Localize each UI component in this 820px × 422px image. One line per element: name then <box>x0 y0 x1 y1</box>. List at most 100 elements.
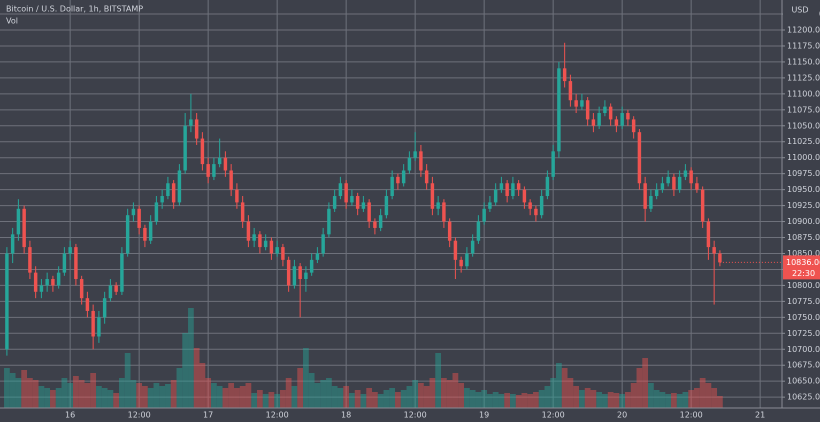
volume-bar <box>147 388 154 408</box>
y-tick-label: 11025.00 <box>787 137 820 146</box>
currency-bg <box>783 2 819 18</box>
candle-body <box>131 208 136 216</box>
volume-bar <box>170 380 177 408</box>
candle-body <box>689 170 693 184</box>
volume-bar <box>15 378 22 408</box>
candle-body <box>304 272 308 280</box>
volume-bar <box>337 388 344 408</box>
y-tick-label: 10975.00 <box>787 169 820 178</box>
candle-body <box>447 221 452 241</box>
candle-body <box>390 176 394 197</box>
volume-bar <box>573 386 580 408</box>
candle-body <box>603 106 607 114</box>
volume-bar <box>676 394 683 408</box>
candle-body <box>677 176 682 190</box>
volume-bar <box>199 363 206 408</box>
y-tick-label: 11125.00 <box>787 73 820 82</box>
candle-body <box>373 221 377 228</box>
candle-body <box>626 113 630 120</box>
candle-body <box>321 234 325 254</box>
candle-body <box>91 310 95 337</box>
candle-body <box>148 221 153 241</box>
volume-bar <box>21 370 28 408</box>
volume-bar <box>515 395 522 408</box>
candle-body <box>85 298 90 311</box>
volume-bar <box>234 388 240 408</box>
volume-bar <box>331 386 338 408</box>
candle-body <box>551 151 555 177</box>
candle-body <box>189 119 193 126</box>
candle-body <box>396 176 400 184</box>
y-tick-label: 10700.00 <box>787 345 820 354</box>
candle-body <box>442 202 446 222</box>
volume-bar <box>142 386 148 408</box>
volume-bar <box>257 390 263 408</box>
y-tick-label: 11000.00 <box>787 153 820 162</box>
candle-body <box>102 298 107 318</box>
volume-bar <box>648 383 654 408</box>
volume-bar <box>320 380 327 408</box>
candle-body <box>459 259 463 267</box>
volume-bar <box>245 383 252 408</box>
candle-body <box>263 240 268 248</box>
y-tick-label: 11100.00 <box>787 89 820 98</box>
volume-bar <box>50 390 56 408</box>
volume-bar <box>452 373 459 408</box>
volume-bar <box>504 393 511 408</box>
candle-body <box>315 253 320 260</box>
y-tick-label: 10725.00 <box>787 329 820 338</box>
x-tick-label: 19 <box>479 411 489 420</box>
volume-bar <box>101 388 108 408</box>
volume-bar <box>297 368 304 408</box>
candle-body <box>28 247 32 273</box>
candle-body <box>143 227 147 241</box>
volume-bar <box>682 392 689 408</box>
last-price-box <box>783 255 820 280</box>
candle-body <box>355 196 360 209</box>
volume-bar <box>464 388 470 408</box>
candle-body <box>160 196 164 203</box>
volume-bar <box>383 390 390 408</box>
candle-body <box>194 119 199 139</box>
volume-bar <box>688 390 695 408</box>
candle-body <box>608 106 613 120</box>
candle-layer <box>5 42 722 356</box>
candle-body <box>166 183 170 197</box>
volume-bar <box>360 394 367 408</box>
volume-bar <box>406 386 413 408</box>
candle-body <box>217 157 222 165</box>
candle-body <box>585 100 590 120</box>
volume-bar <box>527 394 534 408</box>
volume-bar <box>630 383 637 408</box>
candle-body <box>223 157 228 171</box>
volume-bar <box>193 348 200 408</box>
candle-body <box>177 170 182 203</box>
volume-bar <box>119 378 125 408</box>
candle-body <box>344 183 348 203</box>
volume-bar <box>423 386 430 408</box>
volume-label: Vol <box>6 17 18 26</box>
volume-bar <box>521 393 528 408</box>
candle-body <box>545 176 550 197</box>
x-tick-label: 16 <box>65 411 75 420</box>
candle-body <box>62 253 67 273</box>
axes: 10625.00 10650.00 10675.00 10700.00 10725.00… <box>65 10 820 420</box>
volume-bar <box>84 383 91 408</box>
candle-body <box>706 221 711 248</box>
candle-body <box>493 189 498 203</box>
candle-body <box>522 189 527 203</box>
candle-body <box>281 247 285 260</box>
x-tick-label: 12:00 <box>128 411 151 420</box>
volume-bar <box>291 386 298 408</box>
countdown-label: 22:30 <box>792 269 815 278</box>
volume-bar <box>590 390 597 408</box>
volume-bar <box>717 396 723 408</box>
candle-body <box>240 202 245 222</box>
candle-body <box>171 183 176 203</box>
candle-body <box>16 208 21 235</box>
volume-bar <box>314 383 321 408</box>
y-tick-label: 10650.00 <box>787 377 820 386</box>
candle-body <box>574 100 578 107</box>
candle-body <box>120 253 124 292</box>
candle-body <box>350 196 354 203</box>
